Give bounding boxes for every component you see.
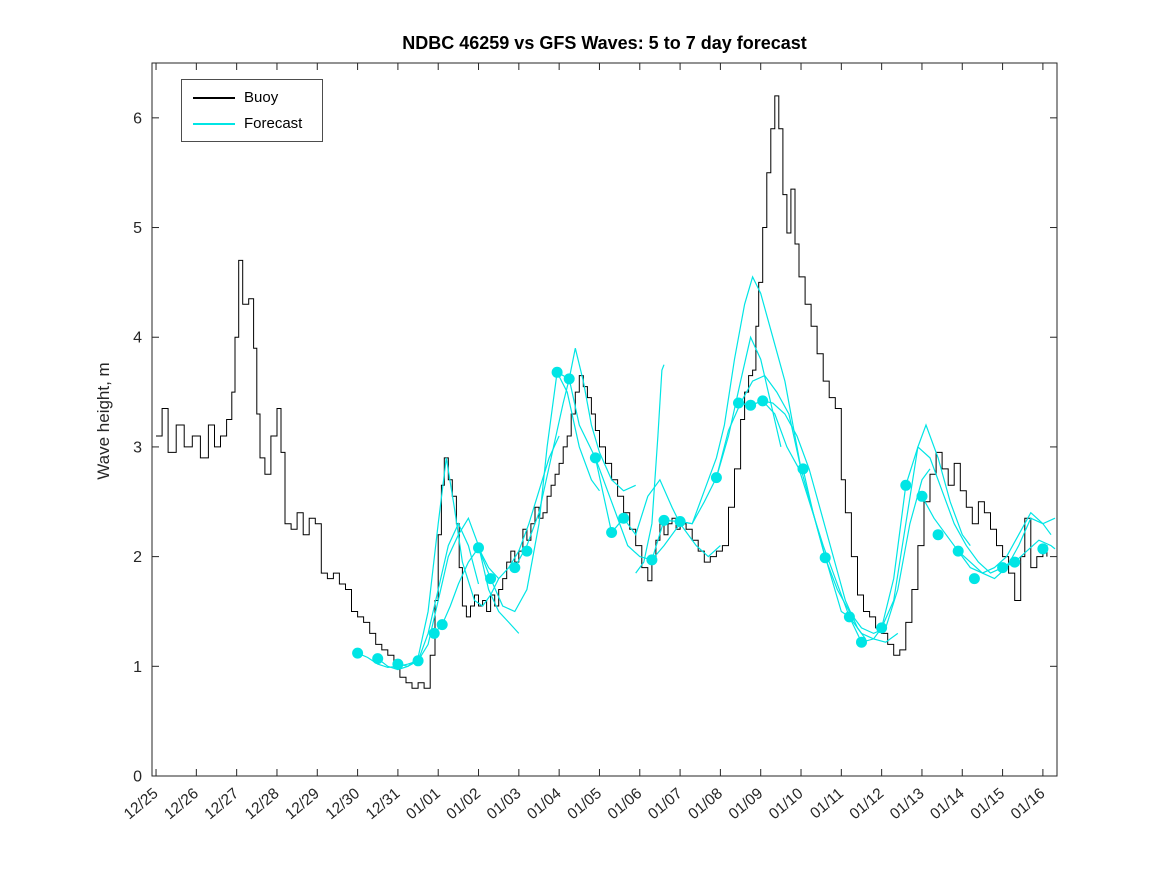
- x-tick-label: 12/28: [242, 785, 283, 823]
- forecast-line-sample: [193, 122, 235, 125]
- x-tick-label: 01/09: [726, 785, 767, 823]
- forecast-series-line: [514, 348, 636, 568]
- x-tick-label: 12/26: [161, 785, 202, 823]
- y-tick-label: 6: [133, 110, 142, 127]
- legend-entry-forecast: Forecast: [193, 115, 302, 132]
- x-tick-label: 01/14: [927, 785, 968, 823]
- forecast-marker: [819, 552, 831, 564]
- forecast-series-line: [635, 364, 665, 574]
- forecast-series-line: [762, 400, 899, 643]
- forecast-marker: [856, 636, 867, 648]
- forecast-marker: [618, 512, 630, 524]
- forecast-marker: [509, 562, 521, 574]
- forecast-marker: [372, 653, 384, 665]
- forecast-series-line: [881, 445, 1011, 629]
- y-tick-label: 3: [133, 439, 142, 456]
- forecast-series-line: [397, 516, 520, 667]
- forecast-marker: [997, 562, 1009, 574]
- x-tick-label: 01/02: [443, 785, 484, 823]
- forecast-marker: [473, 542, 484, 554]
- y-tick-label: 0: [133, 769, 142, 786]
- forecast-series-line: [738, 400, 866, 640]
- forecast-marker: [757, 395, 769, 407]
- forecast-marker: [843, 611, 855, 623]
- forecast-marker: [968, 573, 980, 585]
- forecast-marker: [1037, 543, 1049, 555]
- forecast-marker: [412, 655, 424, 667]
- axes-box: [151, 62, 1058, 777]
- forecast-series-line: [921, 496, 1052, 580]
- forecast-series-line: [594, 457, 721, 561]
- x-tick-label: 12/29: [282, 785, 323, 823]
- legend: Buoy Forecast: [181, 79, 324, 142]
- forecast-marker: [646, 554, 658, 566]
- x-tick-label: 01/08: [685, 785, 726, 823]
- x-tick-label: 01/03: [484, 785, 525, 823]
- forecast-marker: [797, 463, 809, 475]
- forecast-marker: [521, 545, 533, 557]
- forecast-marker: [745, 399, 757, 411]
- forecast-series-line: [679, 275, 802, 525]
- forecast-marker: [674, 516, 686, 527]
- x-tick-label: 12/25: [121, 785, 162, 823]
- y-tick-label: 4: [133, 330, 142, 347]
- forecast-marker: [551, 366, 563, 378]
- forecast-series-line: [651, 335, 782, 561]
- x-tick-label: 01/04: [524, 785, 565, 823]
- x-tick-label: 01/07: [645, 785, 686, 823]
- forecast-marker: [563, 373, 575, 385]
- forecast-marker: [658, 514, 670, 526]
- legend-label-buoy: Buoy: [244, 89, 279, 106]
- forecast-series-line: [848, 423, 971, 643]
- x-tick-label: 12/30: [323, 785, 364, 823]
- forecast-marker: [485, 573, 497, 585]
- x-tick-label: 01/05: [564, 785, 605, 823]
- buoy-line-sample: [193, 96, 235, 99]
- x-tick-label: 01/01: [403, 785, 444, 823]
- forecast-marker: [1009, 556, 1021, 568]
- forecast-marker: [606, 527, 618, 538]
- forecast-marker: [733, 397, 744, 409]
- forecast-marker: [589, 452, 601, 464]
- x-tick-label: 01/10: [766, 785, 807, 823]
- forecast-marker: [876, 622, 888, 634]
- forecast-marker: [352, 647, 364, 659]
- x-tick-label: 01/16: [1008, 785, 1049, 823]
- x-tick-label: 01/12: [847, 785, 888, 823]
- forecast-marker: [952, 545, 964, 557]
- forecast-marker: [932, 529, 944, 541]
- forecast-series-line: [957, 511, 1056, 574]
- x-tick-label: 12/31: [363, 785, 404, 823]
- x-tick-label: 01/11: [807, 785, 847, 822]
- y-tick-label: 2: [133, 549, 142, 566]
- chart-title: NDBC 46259 vs GFS Waves: 5 to 7 day fore…: [402, 33, 807, 53]
- forecast-marker: [428, 627, 440, 639]
- forecast-marker: [900, 479, 912, 491]
- forecast-series-line: [477, 370, 600, 613]
- forecast-marker: [710, 472, 722, 484]
- legend-label-forecast: Forecast: [244, 115, 303, 132]
- forecast-marker: [436, 619, 448, 631]
- forecast-marker: [392, 658, 404, 670]
- y-tick-label: 5: [133, 220, 142, 237]
- forecast-series-line: [433, 435, 560, 634]
- forecast-marker: [916, 490, 928, 502]
- x-tick-label: 01/06: [605, 785, 646, 823]
- x-tick-label: 12/27: [202, 785, 243, 823]
- buoy-series-line: [156, 95, 1048, 689]
- legend-entry-buoy: Buoy: [193, 89, 302, 106]
- y-tick-label: 1: [133, 659, 142, 676]
- x-tick-label: 01/15: [968, 785, 1009, 823]
- x-tick-label: 01/13: [887, 785, 928, 823]
- forecast-series-line: [802, 468, 931, 635]
